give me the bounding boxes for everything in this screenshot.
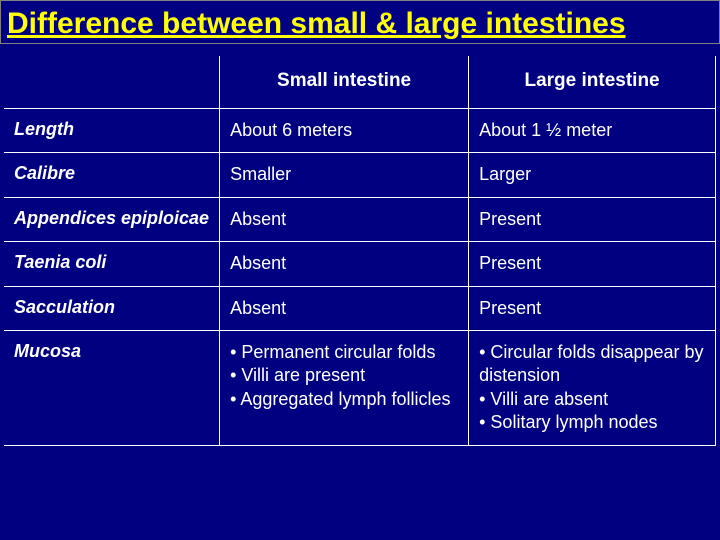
- table-row: Length About 6 meters About 1 ½ meter: [4, 109, 716, 153]
- cell-large: Present: [469, 197, 716, 241]
- col-large: Large intestine: [469, 56, 716, 109]
- row-label: Taenia coli: [4, 242, 220, 286]
- row-label: Calibre: [4, 153, 220, 197]
- cell-small: • Permanent circular folds• Villi are pr…: [220, 330, 469, 445]
- cell-large: Present: [469, 242, 716, 286]
- table-row: Calibre Smaller Larger: [4, 153, 716, 197]
- table-row: Mucosa • Permanent circular folds• Villi…: [4, 330, 716, 445]
- cell-large: • Circular folds disappear by distension…: [469, 330, 716, 445]
- cell-small: Absent: [220, 197, 469, 241]
- cell-small: Absent: [220, 242, 469, 286]
- col-small: Small intestine: [220, 56, 469, 109]
- cell-large: Present: [469, 286, 716, 330]
- slide-title: Difference between small & large intesti…: [0, 0, 720, 44]
- row-label: Sacculation: [4, 286, 220, 330]
- row-label: Length: [4, 109, 220, 153]
- table-row: Taenia coli Absent Present: [4, 242, 716, 286]
- cell-large: About 1 ½ meter: [469, 109, 716, 153]
- cell-small: Absent: [220, 286, 469, 330]
- row-label: Mucosa: [4, 330, 220, 445]
- cell-small: Smaller: [220, 153, 469, 197]
- cell-large: Larger: [469, 153, 716, 197]
- cell-small: About 6 meters: [220, 109, 469, 153]
- table-corner: [4, 56, 220, 109]
- comparison-table: Small intestine Large intestine Length A…: [4, 56, 716, 446]
- table-row: Appendices epiploicae Absent Present: [4, 197, 716, 241]
- table-row: Sacculation Absent Present: [4, 286, 716, 330]
- row-label: Appendices epiploicae: [4, 197, 220, 241]
